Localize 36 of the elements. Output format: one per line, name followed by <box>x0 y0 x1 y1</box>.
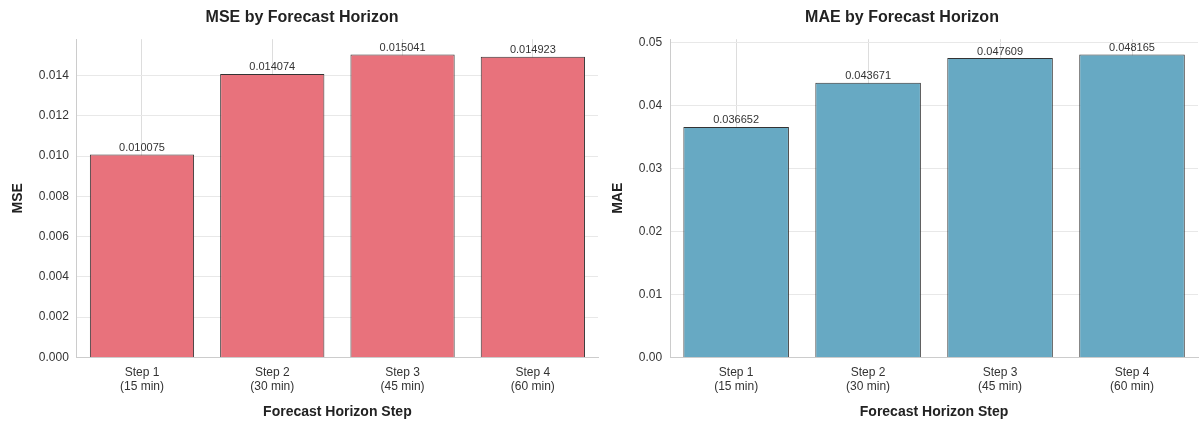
x-tick-label: Step 1 (15 min) <box>119 364 164 394</box>
x-axis-title: Forecast Horizon Step <box>859 403 1009 420</box>
y-tick-label: 0.000 <box>38 349 70 364</box>
x-axis-title: Forecast Horizon Step <box>263 403 412 420</box>
y-tick-label: 0.008 <box>38 188 70 203</box>
data-label: 0.036652 <box>713 113 760 126</box>
y-tick-label: 0.004 <box>38 269 70 284</box>
y-tick-label: 0.014 <box>38 67 70 82</box>
y-axis-title: MSE <box>9 183 26 214</box>
data-label: 0.010075 <box>119 141 165 154</box>
x-tick-label: Step 4 (60 min) <box>510 364 555 394</box>
chart-title: MSE by Forecast Horizon <box>205 8 399 26</box>
data-label: 0.043671 <box>845 69 892 82</box>
y-tick-label: 0.012 <box>38 108 70 123</box>
data-label: 0.014074 <box>249 60 296 73</box>
y-tick-label: 0.010 <box>38 148 70 163</box>
x-tick-label: Step 2 (30 min) <box>846 364 891 394</box>
x-tick-label: Step 4 (60 min) <box>1110 364 1155 394</box>
x-tick-label: Step 3 (45 min) <box>380 364 425 394</box>
x-tick-label: Step 1 (15 min) <box>714 364 759 394</box>
y-axis-title: MAE <box>609 182 626 214</box>
y-tick-label: 0.05 <box>638 35 663 50</box>
data-label: 0.015041 <box>379 41 426 54</box>
data-label: 0.014923 <box>509 43 556 56</box>
y-tick-label: 0.002 <box>38 309 70 324</box>
y-tick-label: 0.00 <box>638 349 663 364</box>
x-tick-label: Step 3 (45 min) <box>978 364 1023 394</box>
y-tick-label: 0.02 <box>638 223 663 238</box>
x-tick-label: Step 2 (30 min) <box>250 364 295 394</box>
chart-title: MAE by Forecast Horizon <box>805 8 999 26</box>
data-label: 0.048165 <box>1109 41 1155 54</box>
y-tick-label: 0.04 <box>638 98 663 113</box>
y-tick-label: 0.01 <box>638 286 663 301</box>
y-tick-label: 0.03 <box>638 161 663 176</box>
y-tick-label: 0.006 <box>38 228 70 243</box>
data-label: 0.047609 <box>977 44 1023 57</box>
